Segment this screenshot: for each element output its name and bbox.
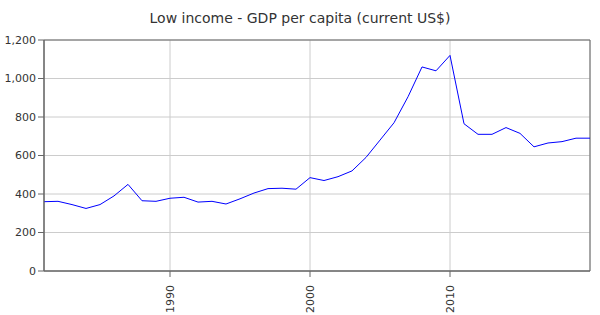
svg-text:2010: 2010 bbox=[444, 285, 457, 313]
html-text:Low income - GDP per capita (c: Low income - GDP per capita (current US$… bbox=[149, 10, 451, 26]
svg-text:600: 600 bbox=[15, 149, 36, 162]
svg-text:400: 400 bbox=[15, 188, 36, 201]
svg-text:1,200: 1,200 bbox=[8, 34, 36, 47]
svg-text:200: 200 bbox=[15, 226, 36, 239]
svg-text:0: 0 bbox=[29, 265, 36, 278]
svg-text:2000: 2000 bbox=[304, 285, 317, 313]
svg-text:1,000: 1,000 bbox=[8, 72, 36, 85]
svg-text:800: 800 bbox=[15, 111, 36, 124]
svg-text:1990: 1990 bbox=[164, 285, 177, 313]
